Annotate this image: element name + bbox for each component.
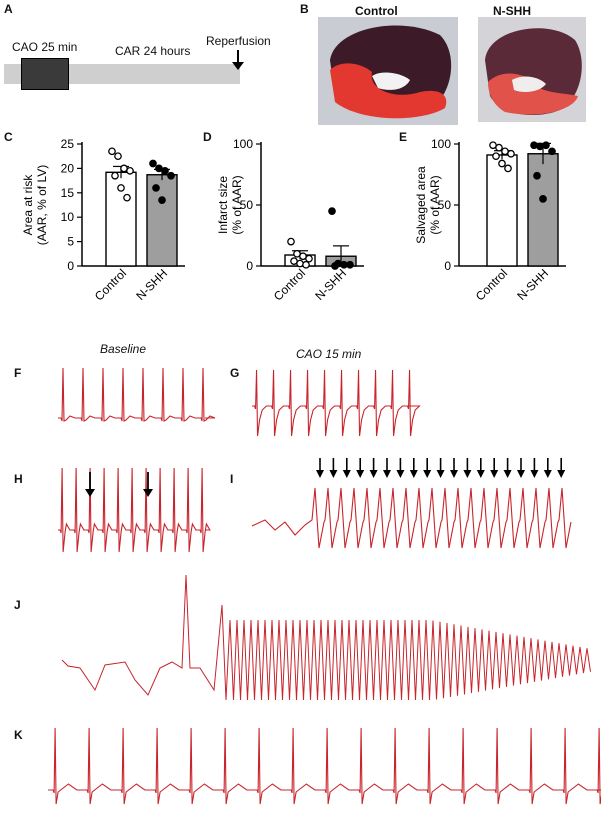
data-point xyxy=(492,152,500,161)
arrow-down-icon xyxy=(436,458,445,478)
arrow-down-icon xyxy=(396,458,405,478)
data-point xyxy=(504,164,512,173)
y-tick-label: 50 xyxy=(438,198,452,212)
data-point xyxy=(111,171,119,180)
data-point xyxy=(152,184,160,192)
y-axis-label-units: (% of AAR) xyxy=(428,175,442,234)
control-photo-title: Control xyxy=(355,4,398,18)
y-axis-label: Infarct size xyxy=(216,176,230,234)
y-tick-label: 10 xyxy=(61,210,75,224)
arrow-down-icon xyxy=(409,458,418,478)
reperfusion-label: Reperfusion xyxy=(206,34,271,48)
panel-label-i: I xyxy=(230,472,234,486)
data-point xyxy=(507,149,515,158)
arrow-down-icon xyxy=(490,458,499,478)
data-point xyxy=(539,195,547,203)
y-tick-label: 50 xyxy=(240,198,254,212)
panel-label-j: J xyxy=(14,598,21,612)
y-tick-label: 0 xyxy=(246,259,253,273)
y-tick-label: 25 xyxy=(61,137,75,151)
bar-n-shh xyxy=(146,174,178,267)
y-axis-label: Salvaged area xyxy=(414,166,428,244)
baseline-label: Baseline xyxy=(100,342,147,356)
ecg-trace-baseline xyxy=(58,367,216,422)
y-tick-label: 100 xyxy=(431,137,451,151)
data-point xyxy=(542,141,550,150)
data-point xyxy=(158,196,166,204)
bar-control xyxy=(486,154,518,267)
car-label: CAR 24 hours xyxy=(115,44,191,58)
arrow-down-icon xyxy=(450,458,458,478)
data-point xyxy=(498,159,506,168)
data-point xyxy=(161,166,169,175)
panel-label-a: A xyxy=(4,2,13,16)
data-point xyxy=(123,193,131,202)
data-point xyxy=(167,171,175,180)
cao-box xyxy=(21,58,69,90)
arrow-down-icon xyxy=(342,458,351,478)
arrow-down-icon xyxy=(383,458,391,478)
nshh-photo-title: N-SHH xyxy=(493,4,531,18)
arrow-down-icon xyxy=(356,458,365,478)
ecg-trace-cao15 xyxy=(252,369,421,437)
arrow-down-icon xyxy=(329,458,338,478)
arrow-down-icon xyxy=(476,458,485,478)
data-point xyxy=(305,254,313,263)
y-tick-label: 15 xyxy=(61,186,75,200)
data-point xyxy=(117,184,125,192)
arrow-down-icon xyxy=(503,458,512,478)
arrow-down-icon xyxy=(369,458,378,478)
panel-label-k: K xyxy=(14,728,23,742)
y-tick-label: 20 xyxy=(61,161,75,175)
data-point xyxy=(126,166,134,175)
ecg-trace-i xyxy=(251,487,572,549)
data-point xyxy=(331,262,339,270)
arrow-down-icon xyxy=(530,458,539,478)
arrow-down-icon xyxy=(423,458,432,478)
arrow-down-icon xyxy=(463,458,472,478)
arrow-down-icon xyxy=(316,458,324,478)
arrow-down-icon xyxy=(143,472,153,497)
ecg-trace-j xyxy=(61,574,591,701)
data-point xyxy=(346,260,354,269)
y-axis-label-units: (% of AAR) xyxy=(230,175,244,234)
data-point xyxy=(548,147,556,156)
ecg-trace-k xyxy=(48,727,601,805)
panel-label-b: B xyxy=(300,2,309,16)
arrow-down-icon xyxy=(557,458,566,478)
y-axis-label: Area at risk xyxy=(21,174,35,236)
panel-label-f: F xyxy=(14,366,22,380)
y-tick-label: 0 xyxy=(67,259,74,273)
panel-label-g: G xyxy=(230,366,240,380)
data-point xyxy=(149,159,157,168)
data-point xyxy=(533,171,541,180)
data-point xyxy=(495,143,503,152)
data-point xyxy=(302,260,310,269)
y-tick-label: 0 xyxy=(444,259,451,273)
panel-label-c: C xyxy=(4,130,13,144)
data-point xyxy=(108,147,116,156)
arrow-down-icon xyxy=(517,458,525,478)
y-tick-label: 5 xyxy=(67,235,74,249)
data-point xyxy=(287,237,295,246)
panel-label-d: D xyxy=(203,130,212,144)
ecg-trace-h xyxy=(58,467,211,553)
y-axis-label-units: (AAR, % of LV) xyxy=(35,165,49,245)
arrow-down-icon xyxy=(543,458,552,478)
y-tick-label: 100 xyxy=(233,137,253,151)
cao15-label: CAO 15 min xyxy=(296,347,362,361)
panel-label-e: E xyxy=(399,130,408,144)
data-point xyxy=(114,152,122,161)
cao-label: CAO 25 min xyxy=(12,40,78,54)
data-point xyxy=(328,207,336,215)
arrow-down-icon xyxy=(85,472,95,497)
bar-n-shh xyxy=(527,153,559,267)
panel-label-h: H xyxy=(14,472,23,486)
